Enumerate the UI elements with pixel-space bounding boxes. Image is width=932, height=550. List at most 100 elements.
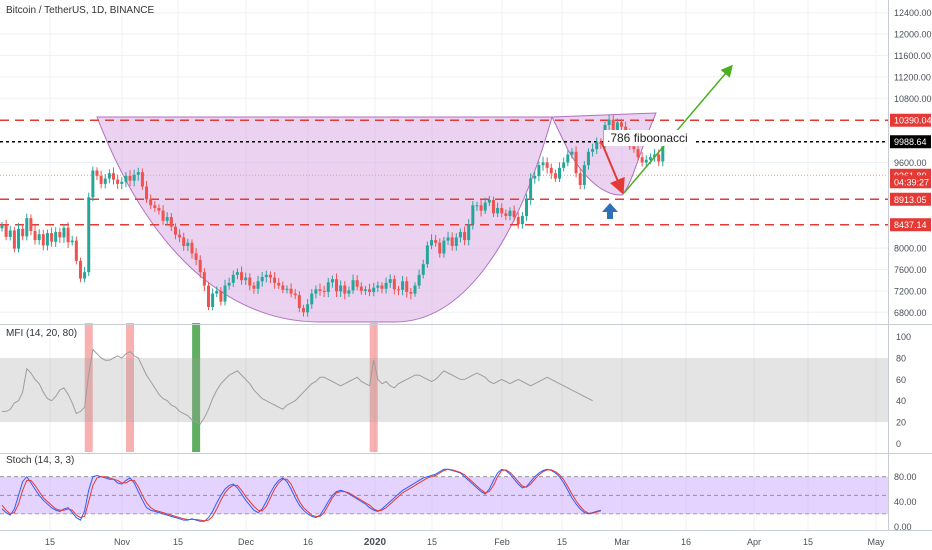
- price-tick-3: 11200.00: [894, 72, 931, 82]
- candle-body-23: [95, 170, 99, 176]
- price-tag-5: [890, 113, 931, 127]
- candle-26: [107, 169, 111, 184]
- candle-body-97: [401, 281, 405, 290]
- candle-body-154: [636, 149, 640, 158]
- candle-body-16: [66, 227, 70, 243]
- candle-120: [496, 202, 500, 218]
- candle-150: [620, 119, 623, 130]
- candle-body-88: [363, 289, 367, 291]
- candle-46: [190, 239, 194, 259]
- candle-body-29: [120, 181, 124, 184]
- candle-84: [347, 286, 351, 297]
- mfi-tick-4: 20: [896, 418, 906, 428]
- candle-141: [582, 161, 586, 190]
- drop-arrow: [600, 140, 625, 195]
- candle-body-22: [91, 170, 95, 198]
- candle-body-140: [578, 173, 582, 185]
- candle-101: [417, 269, 421, 289]
- candle-112: [463, 226, 467, 246]
- candle-body-143: [591, 149, 595, 152]
- candle-69: [285, 285, 289, 294]
- candle-body-132: [545, 162, 549, 168]
- candle-body-32: [132, 174, 136, 181]
- candle-1: [4, 219, 8, 241]
- candle-67: [277, 278, 281, 289]
- time-tick-1: Nov: [114, 537, 131, 547]
- candle-80: [330, 275, 334, 288]
- candle-body-61: [252, 285, 256, 289]
- candle-77: [318, 283, 322, 296]
- candle-body-56: [231, 274, 235, 283]
- candle-body-53: [219, 290, 223, 302]
- candle-91: [376, 281, 380, 293]
- candle-118: [487, 195, 491, 207]
- candle-144: [595, 137, 599, 155]
- candle-body-73: [301, 308, 305, 313]
- candle-142: [586, 148, 590, 170]
- candle-body-155: [640, 157, 644, 163]
- candle-body-133: [549, 167, 553, 174]
- candle-122: [504, 209, 508, 221]
- candle-13: [54, 227, 58, 247]
- candle-body-47: [194, 253, 198, 260]
- mfi-title: MFI (14, 20, 80): [6, 328, 77, 339]
- candle-body-125: [516, 217, 520, 225]
- candle-85: [351, 274, 355, 294]
- candle-body-109: [450, 237, 454, 246]
- time-tick-12: 15: [803, 537, 813, 547]
- candle-body-36: [149, 199, 153, 206]
- candle-body-79: [326, 282, 330, 292]
- candle-88: [363, 285, 367, 295]
- candle-body-51: [211, 293, 215, 307]
- candle-body-6: [25, 218, 29, 237]
- candle-body-120: [496, 207, 500, 214]
- candle-body-112: [463, 232, 467, 241]
- candle-body-85: [351, 280, 355, 291]
- price-tick-14: 7200.00: [894, 286, 927, 296]
- candle-body-138: [570, 151, 574, 155]
- candle-body-78: [322, 290, 326, 292]
- candle-body-5: [21, 228, 25, 237]
- candle-body-9: [37, 234, 41, 241]
- candle-body-28: [116, 179, 120, 184]
- mfi-signal-bar-2: [192, 323, 201, 452]
- stoch-title: Stoch (14, 3, 3): [6, 455, 74, 466]
- candle-23: [95, 167, 99, 181]
- candle-99: [409, 288, 413, 300]
- candle-147: [607, 114, 611, 131]
- price-tick-4: 10800.00: [894, 94, 932, 104]
- candle-135: [558, 162, 562, 183]
- candle-body-70: [289, 288, 293, 294]
- candle-63: [260, 272, 264, 287]
- mfi-signal-bar-0: [84, 323, 93, 452]
- candle-133: [549, 163, 553, 180]
- candle-82: [339, 280, 343, 298]
- candle-36: [149, 194, 153, 209]
- candle-37: [153, 201, 157, 212]
- candle-98: [405, 276, 409, 298]
- candle-body-15: [62, 227, 66, 238]
- candle-body-2: [8, 230, 12, 237]
- candle-24: [99, 170, 103, 189]
- candle-body-14: [58, 232, 62, 238]
- candle-116: [479, 199, 483, 217]
- indicator-bands: [0, 358, 888, 515]
- candle-70: [289, 283, 293, 298]
- candle-body-135: [558, 167, 562, 179]
- candle-43: [178, 229, 182, 243]
- candle-73: [301, 304, 305, 317]
- candle-body-106: [438, 242, 442, 254]
- candle-125: [516, 212, 520, 229]
- candle-123: [508, 207, 512, 221]
- candle-104: [430, 234, 434, 250]
- candle-55: [227, 277, 231, 290]
- indicator-lines: [1, 348, 602, 522]
- candle-body-90: [372, 287, 376, 292]
- mfi-line: [2, 348, 593, 425]
- candle-body-104: [430, 240, 434, 246]
- candle-100: [413, 282, 417, 297]
- candle-body-31: [128, 175, 132, 181]
- time-tick-9: Mar: [614, 537, 630, 547]
- price-tag-6: [890, 135, 931, 149]
